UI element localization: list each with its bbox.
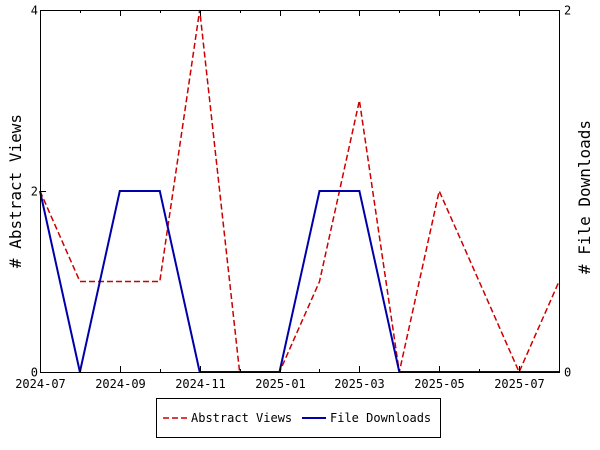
y-left-tick-label: 4	[31, 4, 38, 18]
y-right-tick-label: 0	[564, 366, 571, 380]
series-line-abstract-views	[39, 9, 560, 374]
x-tick-label: 2025-03	[334, 377, 385, 391]
y-axis-left: 0 2 4	[31, 4, 46, 380]
x-tick-label: 2024-11	[175, 377, 226, 391]
x-tick-label: 2025-07	[494, 377, 545, 391]
legend-box	[156, 398, 441, 438]
y-axis-right: 02	[553, 4, 571, 380]
y-left-tick-label: 0	[31, 366, 38, 380]
legend-label-abstract-views: Abstract Views	[191, 411, 292, 425]
y-axis-right-title: # File Downloads	[575, 120, 594, 274]
legend-label-file-downloads: File Downloads	[330, 411, 431, 425]
y-left-tick-label: 2	[31, 185, 38, 199]
x-axis: 2024-07 2024-09 2024-11 2025-01 2025-03 2025-…	[15, 10, 560, 391]
plot-frame	[40, 10, 560, 373]
x-tick-label: 2024-07	[15, 377, 66, 391]
x-tick-label: 2025-01	[255, 377, 306, 391]
x-tick-label: 2025-05	[414, 377, 465, 391]
x-tick-label: 2024-09	[95, 377, 146, 391]
series-layer	[39, 9, 560, 374]
legend: Abstract Views File Downloads	[156, 398, 441, 438]
y-axis-left-title: # Abstract Views	[6, 114, 25, 268]
y-right-tick-label: 2	[564, 4, 571, 18]
